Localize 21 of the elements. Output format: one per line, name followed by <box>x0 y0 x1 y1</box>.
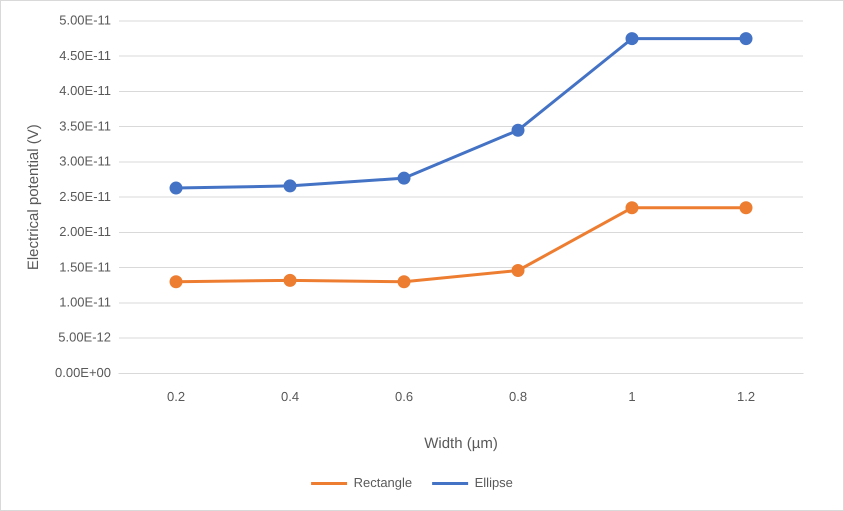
y-tick-label: 4.50E-11 <box>59 48 112 63</box>
x-tick-label: 0.6 <box>394 388 414 404</box>
y-tick-label: 5.00E-11 <box>59 12 112 28</box>
x-tick-label: 1 <box>628 388 636 404</box>
y-tick-label: 1.00E-11 <box>59 294 112 310</box>
legend-label: Ellipse <box>474 475 513 490</box>
y-tick-label: 5.00E-12 <box>58 330 112 345</box>
legend-label: Rectangle <box>354 475 412 490</box>
y-tick-label: 0.00E+00 <box>54 364 112 380</box>
x-tick-label: 0.2 <box>166 388 186 404</box>
y-tick-label: 4.00E-11 <box>59 83 112 98</box>
x-tick-label: 0.8 <box>508 388 528 404</box>
y-tick-label: 3.50E-11 <box>59 118 112 134</box>
y-tick-label: 2.00E-11 <box>59 224 112 240</box>
y-tick-label: 3.00E-11 <box>59 154 112 169</box>
x-tick-label: 0.4 <box>280 388 300 404</box>
x-axis-title: Width (µm) <box>424 435 498 452</box>
x-tick-label: 1.2 <box>736 388 756 404</box>
y-tick-label: 1.50E-11 <box>59 259 112 274</box>
y-tick-label: 2.50E-11 <box>59 188 112 204</box>
y-axis-title: Electrical potential (V) <box>25 124 42 270</box>
